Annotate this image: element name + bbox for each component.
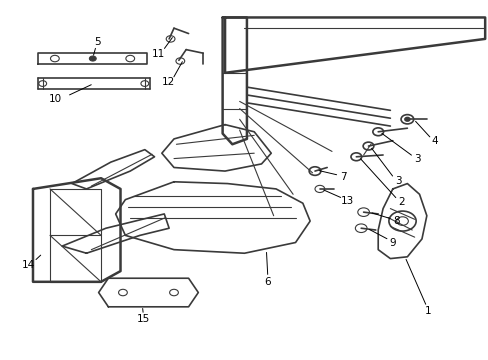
Text: 3: 3 bbox=[413, 154, 420, 164]
Text: 5: 5 bbox=[94, 37, 100, 48]
Text: 3: 3 bbox=[394, 176, 401, 186]
Text: 15: 15 bbox=[137, 314, 150, 324]
Text: 6: 6 bbox=[264, 277, 271, 287]
Circle shape bbox=[89, 56, 96, 61]
Text: 13: 13 bbox=[340, 196, 353, 206]
Text: 9: 9 bbox=[388, 238, 395, 248]
Text: 12: 12 bbox=[162, 77, 175, 87]
Circle shape bbox=[404, 117, 409, 121]
Text: 11: 11 bbox=[151, 49, 164, 59]
Text: 1: 1 bbox=[424, 306, 430, 316]
Text: 8: 8 bbox=[392, 216, 399, 226]
Text: 4: 4 bbox=[431, 136, 438, 147]
Text: 2: 2 bbox=[397, 197, 404, 207]
Text: 10: 10 bbox=[49, 94, 62, 104]
Text: 7: 7 bbox=[339, 172, 346, 182]
Text: 14: 14 bbox=[21, 260, 35, 270]
